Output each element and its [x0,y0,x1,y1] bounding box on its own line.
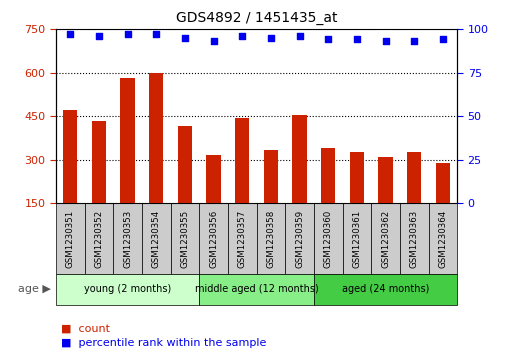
Text: GSM1230359: GSM1230359 [295,209,304,268]
FancyBboxPatch shape [429,203,457,274]
FancyBboxPatch shape [314,203,342,274]
FancyBboxPatch shape [199,203,228,274]
Bar [264,150,278,203]
Bar [321,148,335,203]
Point [209,38,217,44]
FancyBboxPatch shape [228,203,257,274]
Text: GSM1230354: GSM1230354 [152,209,161,268]
FancyBboxPatch shape [56,274,199,305]
Bar [120,78,135,203]
Point [439,37,447,42]
FancyBboxPatch shape [342,203,371,274]
Bar [92,121,106,203]
Point [353,37,361,42]
FancyBboxPatch shape [285,203,314,274]
Bar [63,110,77,203]
Bar [378,157,393,203]
Point [410,38,418,44]
Text: GSM1230364: GSM1230364 [438,209,448,268]
Text: ■  percentile rank within the sample: ■ percentile rank within the sample [61,338,266,348]
FancyBboxPatch shape [371,203,400,274]
Point [181,35,189,41]
Text: GSM1230360: GSM1230360 [324,209,333,268]
FancyBboxPatch shape [400,203,429,274]
Text: GSM1230356: GSM1230356 [209,209,218,268]
Bar [178,126,192,203]
Point [238,33,246,39]
Point [267,35,275,41]
Bar [293,115,307,203]
Point [66,31,74,37]
Text: GSM1230357: GSM1230357 [238,209,247,268]
Text: GSM1230351: GSM1230351 [66,209,75,268]
Text: ■  count: ■ count [61,323,110,334]
Text: GSM1230352: GSM1230352 [94,209,104,268]
Text: GSM1230363: GSM1230363 [409,209,419,268]
FancyBboxPatch shape [56,203,84,274]
Bar [350,152,364,203]
FancyBboxPatch shape [142,203,171,274]
Text: middle aged (12 months): middle aged (12 months) [195,285,319,294]
Text: GSM1230362: GSM1230362 [381,209,390,268]
Bar [206,155,220,203]
Bar [407,152,421,203]
FancyBboxPatch shape [113,203,142,274]
Point [152,31,160,37]
Text: GSM1230355: GSM1230355 [180,209,189,268]
Point [123,31,132,37]
Point [324,37,332,42]
FancyBboxPatch shape [257,203,285,274]
Point [382,38,390,44]
Text: age ▶: age ▶ [18,285,51,294]
Text: GSM1230361: GSM1230361 [353,209,361,268]
Text: aged (24 months): aged (24 months) [342,285,429,294]
Text: young (2 months): young (2 months) [84,285,171,294]
FancyBboxPatch shape [314,274,457,305]
Bar [235,118,249,203]
Title: GDS4892 / 1451435_at: GDS4892 / 1451435_at [176,11,337,25]
Text: GSM1230358: GSM1230358 [266,209,275,268]
FancyBboxPatch shape [199,274,314,305]
Point [95,33,103,39]
Text: GSM1230353: GSM1230353 [123,209,132,268]
FancyBboxPatch shape [171,203,199,274]
Point [296,33,304,39]
Bar [436,163,450,203]
Bar [149,73,164,203]
FancyBboxPatch shape [84,203,113,274]
